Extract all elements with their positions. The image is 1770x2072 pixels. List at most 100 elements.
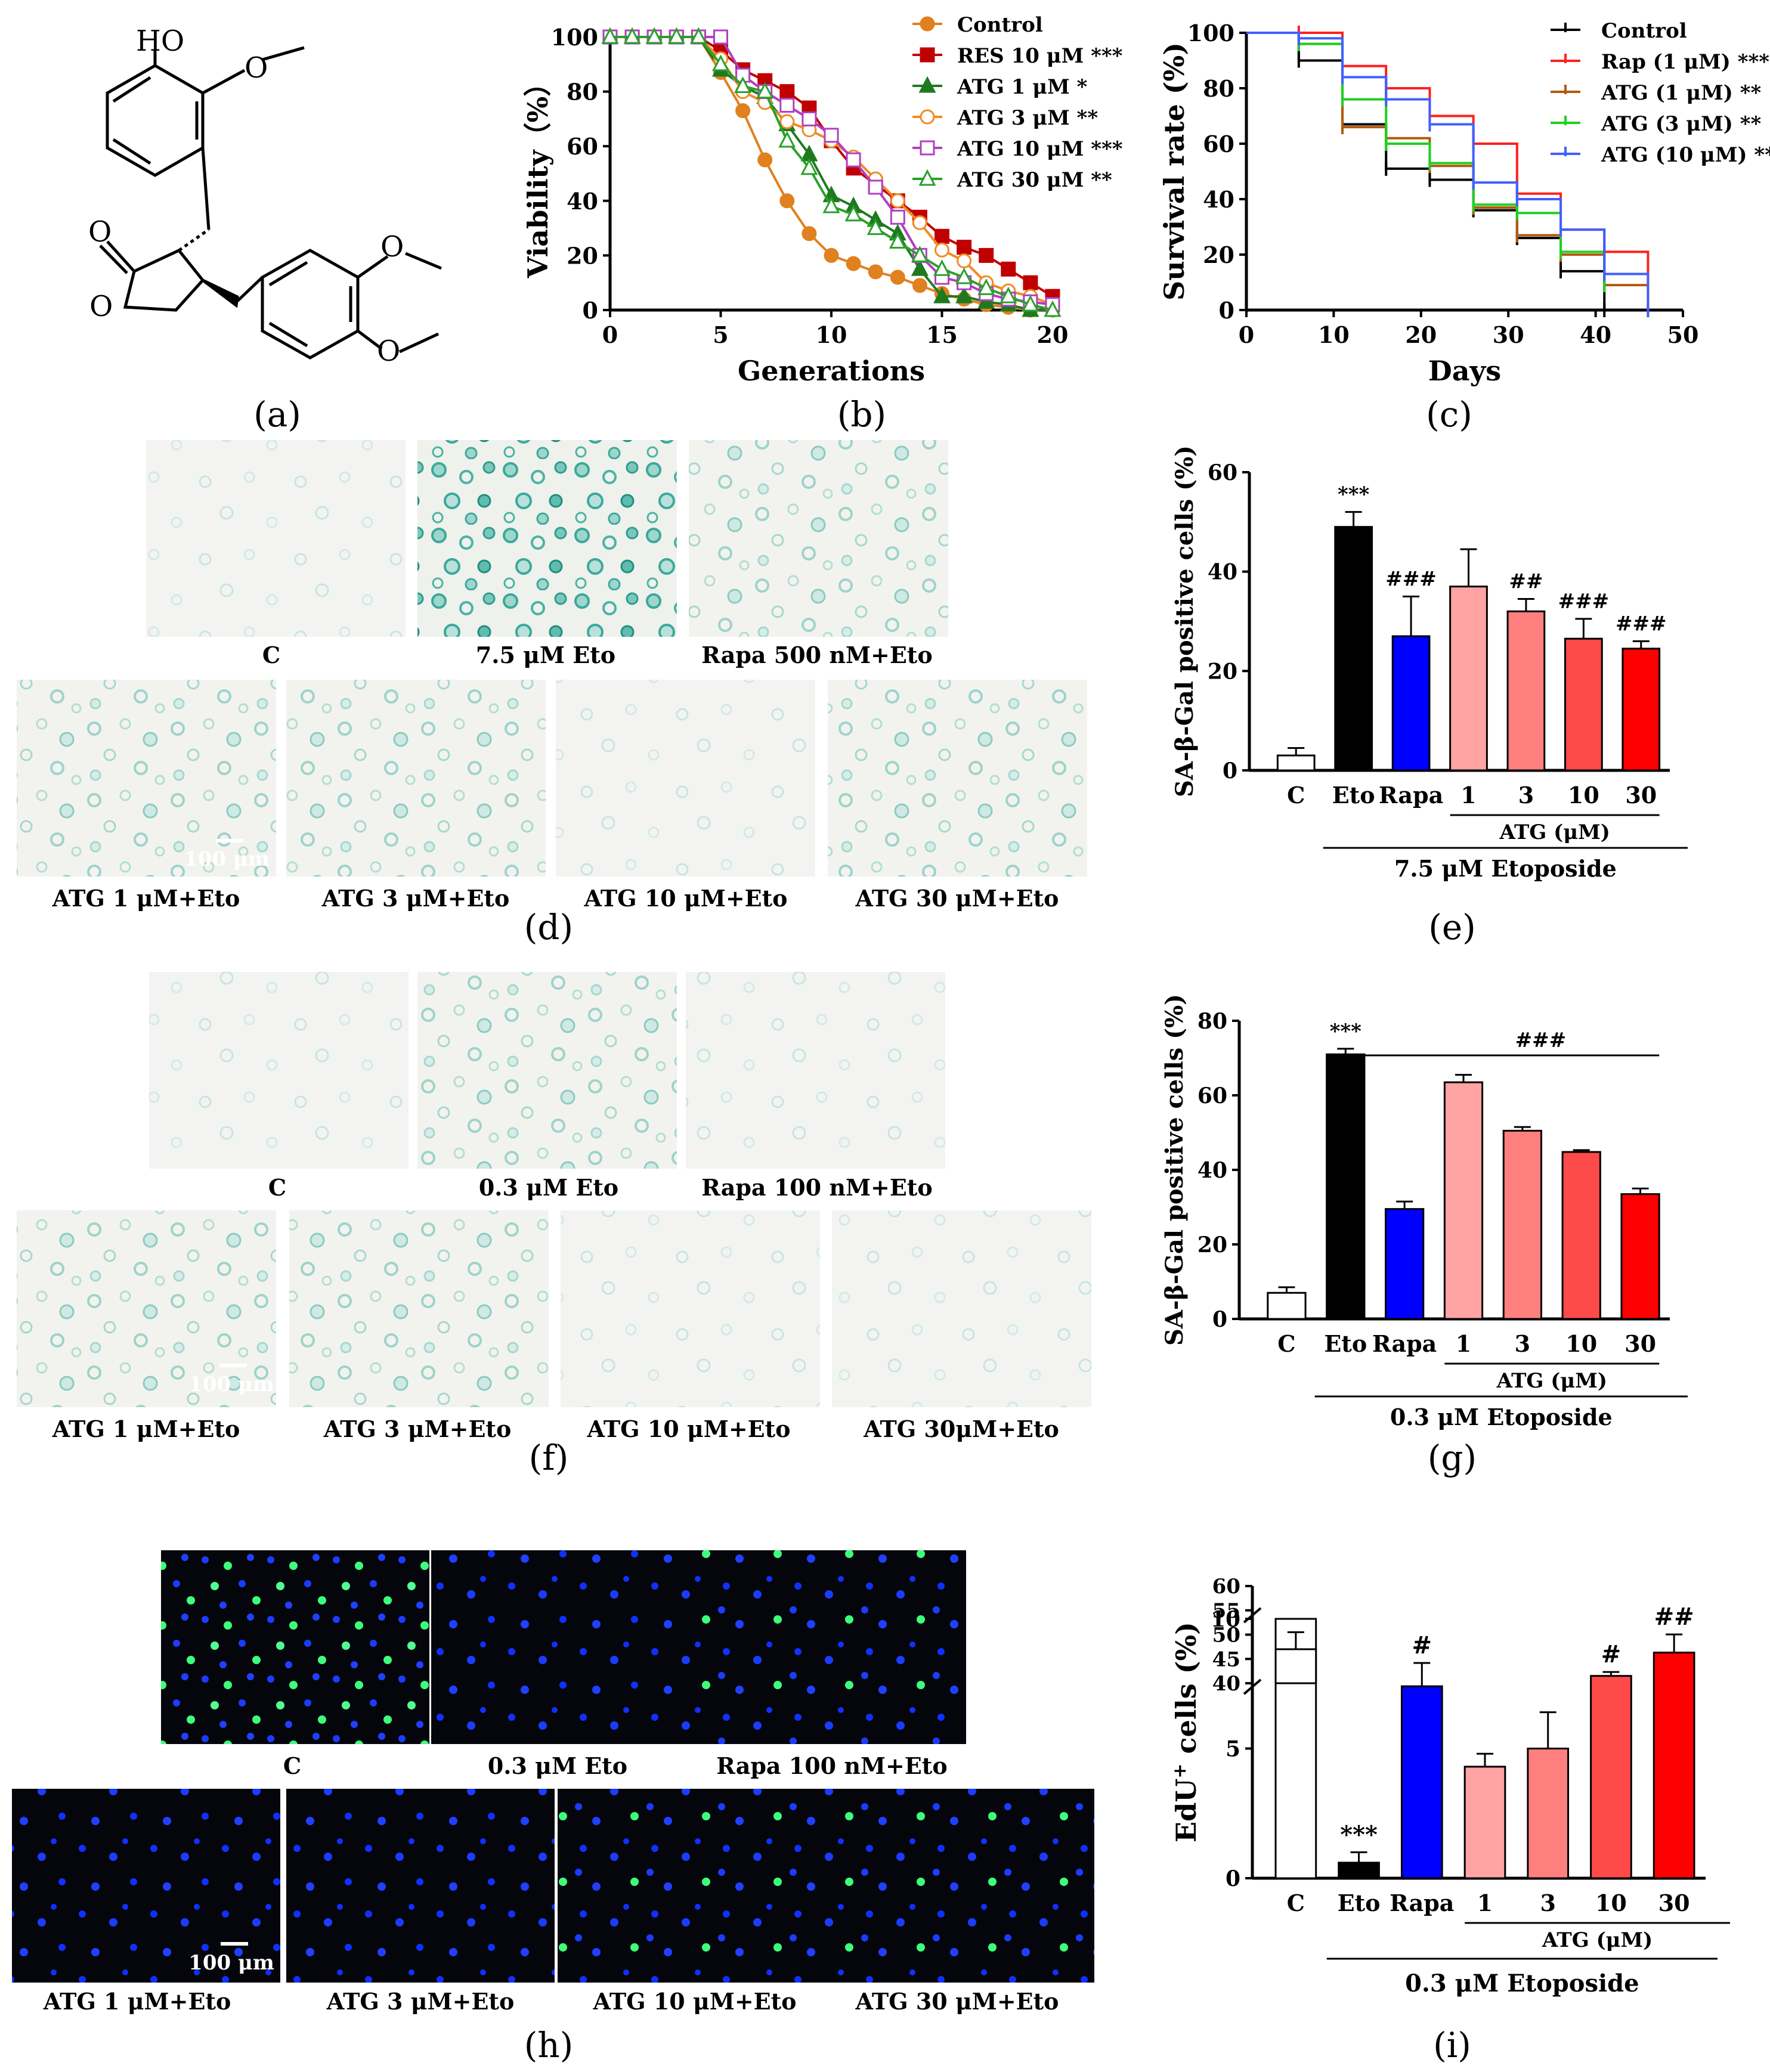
- micrograph-f-atg3: [289, 1210, 549, 1407]
- category-label: Eto: [1332, 782, 1375, 809]
- label-d-atg1: ATG 1 μM+Eto: [52, 885, 240, 912]
- data-point: [667, 27, 685, 44]
- micrograph-d-atg10: [556, 680, 815, 877]
- fluor-h-atg30: [826, 1789, 1094, 1983]
- category-label: 1: [1477, 1890, 1493, 1916]
- label-f-eto: 0.3 μM Eto: [479, 1174, 618, 1201]
- series-step: [1246, 32, 1606, 310]
- y-tick-label: 100: [551, 24, 598, 51]
- y-tick-label: 40: [1203, 186, 1234, 213]
- micrograph-f-eto: [417, 972, 677, 1169]
- scale-bar-label-f: 100 μm: [188, 1373, 274, 1396]
- micrograph-f-atg1: [17, 1210, 276, 1407]
- legend-marker: [918, 76, 936, 93]
- y-tick-label: 100: [1187, 20, 1234, 47]
- fluor-h-rapa: [698, 1550, 966, 1744]
- panel-letter-g: (g): [1428, 1438, 1477, 1478]
- structure-label-o3: O: [89, 290, 113, 323]
- panel-letter-a: (a): [253, 394, 301, 435]
- structure-label-o4: O: [380, 230, 404, 264]
- treatment-label: 0.3 μM Etoposide: [1405, 1969, 1639, 1997]
- category-label: 3: [1518, 782, 1534, 809]
- chemical-structure: [99, 46, 442, 360]
- data-point: [756, 82, 774, 99]
- label-h-eto: 0.3 μM Eto: [488, 1752, 627, 1779]
- series-step: [1246, 32, 1606, 286]
- y-tick-label: 80: [567, 79, 598, 106]
- category-label: C: [1287, 1890, 1305, 1916]
- data-point: [867, 218, 884, 236]
- significance-label: ##: [1654, 1603, 1694, 1631]
- significance-label: ***: [1330, 1020, 1362, 1043]
- bar: [1326, 1053, 1366, 1320]
- data-point: [846, 152, 861, 168]
- y-tick-label: 0: [583, 297, 598, 324]
- bar: [1622, 648, 1661, 772]
- bar: [1267, 1291, 1307, 1320]
- category-label: 10: [1565, 1330, 1597, 1357]
- structure-label-o5: O: [377, 335, 400, 368]
- label-f-atg3: ATG 3 μM+Eto: [323, 1416, 512, 1442]
- legend-label: ATG 10 μM ***: [957, 137, 1123, 161]
- bar: [1564, 637, 1603, 772]
- treatment-label: 7.5 μM Etoposide: [1394, 855, 1617, 882]
- data-point: [713, 29, 728, 45]
- data-point: [1044, 300, 1062, 317]
- y-tick-label: 20: [1208, 659, 1237, 684]
- y-tick-label: 45: [1212, 1647, 1240, 1671]
- y-tick-label: 0: [1223, 758, 1237, 783]
- category-label: C: [1287, 782, 1305, 809]
- x-tick-label: 10: [816, 321, 847, 348]
- legend-label: ATG (1 μM) **: [1601, 81, 1762, 105]
- category-label: 1: [1460, 782, 1476, 809]
- x-tick-label: 15: [926, 321, 958, 348]
- scale-bar-label-d: 100 μm: [184, 847, 270, 871]
- y-tick-label: 40: [1208, 560, 1237, 585]
- y-tick-label: 55: [1212, 1599, 1240, 1623]
- data-point: [977, 278, 995, 295]
- label-f-control: C: [268, 1174, 286, 1201]
- x-axis-label: Days: [1428, 355, 1501, 387]
- micrograph-d-eto: [417, 440, 677, 637]
- group-label: ATG (μM): [1542, 1928, 1653, 1952]
- category-label: 3: [1515, 1330, 1530, 1357]
- data-point: [911, 259, 929, 276]
- data-point: [957, 253, 972, 269]
- category-label: C: [1277, 1330, 1295, 1357]
- legend-label: ATG 3 μM **: [957, 106, 1098, 130]
- data-point: [844, 205, 862, 222]
- chart-g-sagal: 0 20 40 60 80 C Eto *** Rapa 1 3 10 30 ATG (μM) 0.3 μM…: [1161, 994, 1688, 1430]
- data-point: [912, 278, 927, 293]
- y-axis-label-main: EdU: [1170, 1779, 1202, 1842]
- legend-label: ATG (3 μM) **: [1601, 112, 1762, 136]
- panel-letter-f: (f): [529, 1438, 569, 1478]
- label-h-atg10: ATG 10 μM+Eto: [592, 1988, 796, 2015]
- y-axis-label: SA-β-Gal positive cells (%): [1171, 445, 1199, 797]
- x-tick-label: 20: [1037, 321, 1069, 348]
- data-point: [1022, 295, 1039, 312]
- span-significance-label: ###: [1515, 1029, 1566, 1052]
- data-point: [846, 256, 861, 271]
- bar: [1506, 610, 1546, 772]
- micrograph-f-rapa: [686, 972, 945, 1169]
- data-point: [912, 215, 927, 230]
- data-point: [1023, 275, 1038, 290]
- category-label: Rapa: [1390, 1890, 1454, 1916]
- data-point: [601, 27, 619, 44]
- fluor-h-atg1: [12, 1789, 280, 1983]
- bar: [1391, 635, 1431, 772]
- label-d-atg10: ATG 10 μM+Eto: [583, 885, 787, 912]
- chart-b-viability: 0 20 40 60 80 100 0 5 10 15 20 Generations Viability…: [522, 13, 1123, 387]
- micrograph-d-atg3: [286, 680, 546, 877]
- label-d-eto: 7.5 μM Eto: [476, 642, 615, 668]
- micrograph-f-atg10: [561, 1210, 820, 1407]
- label-h-rapa: Rapa 100 nM+Eto: [716, 1752, 947, 1779]
- data-point: [1000, 286, 1017, 303]
- data-point: [1001, 261, 1016, 277]
- treatment-label: 0.3 μM Etoposide: [1390, 1404, 1613, 1430]
- series-step: [1246, 32, 1650, 310]
- legend-marker: [920, 16, 935, 32]
- series-step: [1246, 32, 1650, 310]
- chart-e-sagal: 0 20 40 60 C Eto *** Rapa ### 1 3 ## 10 ### 30 ### ATG (…: [1171, 445, 1688, 882]
